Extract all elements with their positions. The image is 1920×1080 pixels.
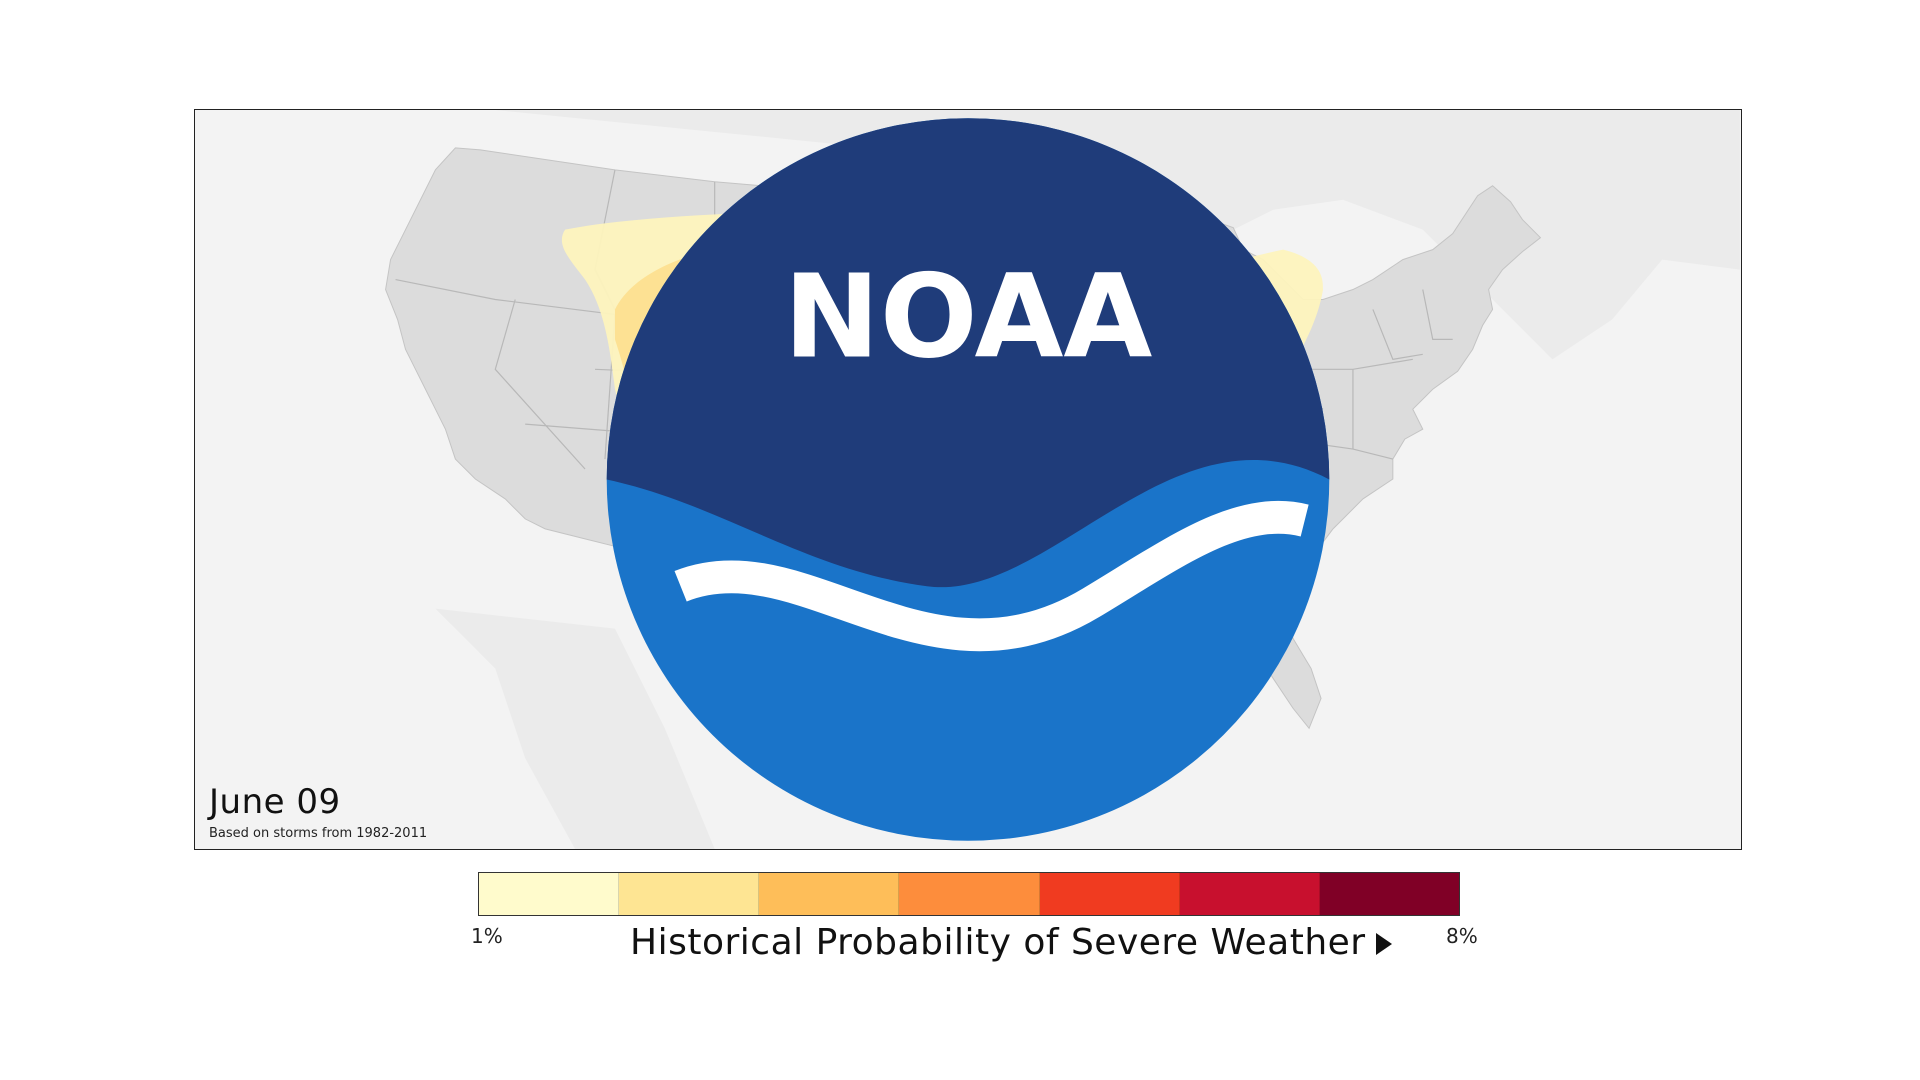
legend-color-bar xyxy=(478,872,1460,916)
legend-swatch xyxy=(479,873,620,915)
data-source-note: Based on storms from 1982-2011 xyxy=(209,826,428,841)
date-label: June 09 xyxy=(209,782,341,822)
legend-swatch xyxy=(1179,873,1320,915)
noaa-logo-icon: NOAA xyxy=(606,118,1330,841)
legend-max-label: 8% xyxy=(1446,924,1478,948)
legend-swatch xyxy=(759,873,900,915)
legend-swatch xyxy=(899,873,1040,915)
legend-swatch xyxy=(1319,873,1459,915)
legend-title-row[interactable]: Historical Probability of Severe Weather xyxy=(630,922,1392,963)
legend-title: Historical Probability of Severe Weather xyxy=(630,922,1366,963)
legend-min-label: 1% xyxy=(471,924,503,948)
legend-swatch xyxy=(619,873,760,915)
map-panel: June 09 Based on storms from 1982-2011 N… xyxy=(194,109,1742,850)
north-america-landmass xyxy=(425,110,1740,849)
play-arrow-icon[interactable] xyxy=(1375,933,1392,955)
legend-swatch xyxy=(1039,873,1180,915)
noaa-logo-text: NOAA xyxy=(784,250,1153,384)
